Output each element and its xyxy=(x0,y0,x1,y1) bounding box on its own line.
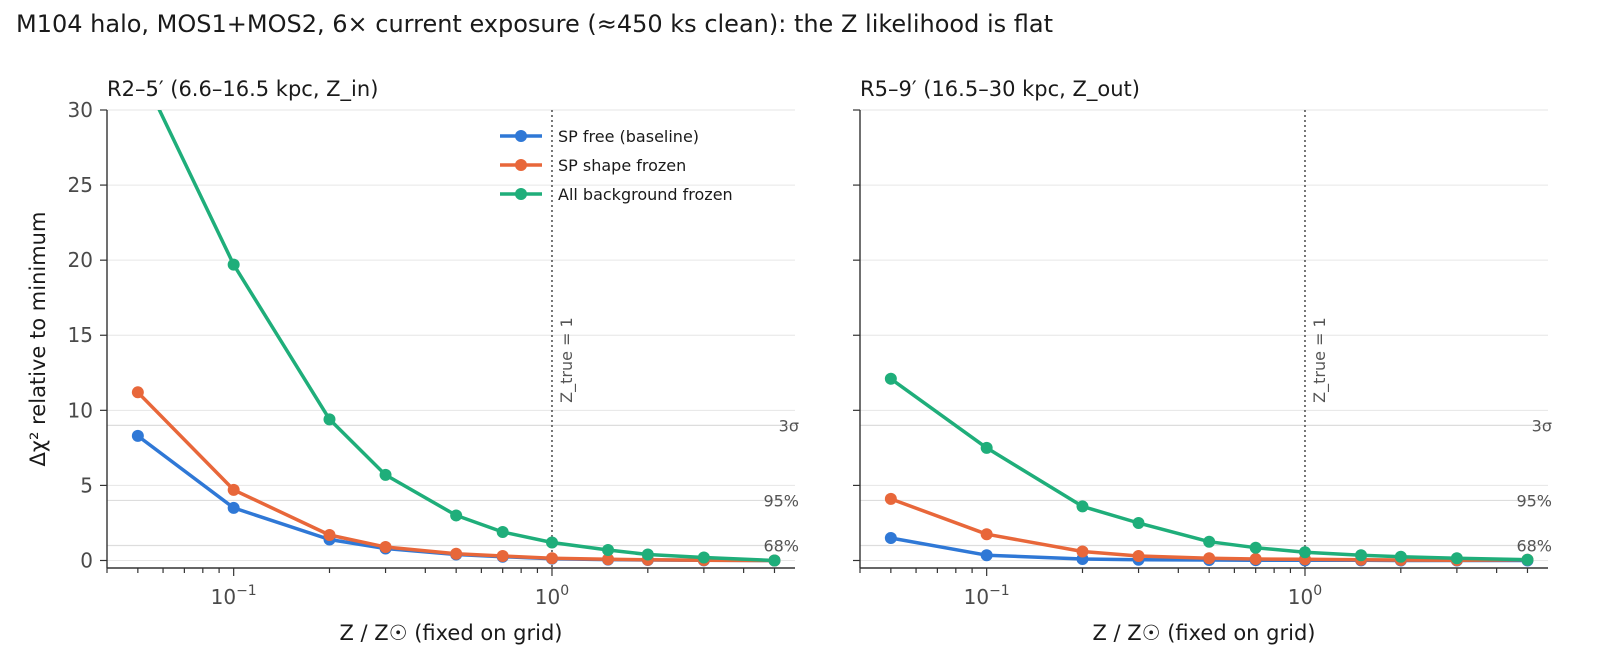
panel-2: 3σ 95% 68% Z_true = 1 10−1 100 R5–9′ (16.5–30 … xyxy=(853,77,1552,645)
data-point-all-bkg-frozen xyxy=(450,509,463,522)
legend-swatch-marker xyxy=(515,130,527,142)
z-true-label: Z_true = 1 xyxy=(557,317,577,403)
data-point-all-bkg-frozen xyxy=(884,372,897,385)
data-point-sp-shape-frozen xyxy=(496,549,509,562)
y-tick-label: 20 xyxy=(68,248,93,272)
data-point-sp-shape-frozen xyxy=(131,386,144,399)
data-point-sp-shape-frozen xyxy=(884,492,897,505)
data-point-all-bkg-frozen xyxy=(323,413,336,426)
data-point-all-bkg-frozen xyxy=(545,536,558,549)
data-point-sp-shape-frozen xyxy=(379,540,392,553)
series-line-sp-free xyxy=(136,434,775,563)
y-tick-label: 0 xyxy=(80,548,93,572)
y-tick-label: 10 xyxy=(68,398,93,422)
data-point-all-bkg-frozen xyxy=(1203,535,1216,548)
data-point-sp-free xyxy=(884,531,897,544)
data-point-all-bkg-frozen xyxy=(980,441,993,454)
data-point-sp-free xyxy=(227,501,240,514)
legend-swatch-marker xyxy=(515,159,527,171)
z-true-label: Z_true = 1 xyxy=(1310,317,1330,403)
x-axis-label: Z / Z☉ (fixed on grid) xyxy=(1093,621,1316,645)
data-point-sp-shape-frozen xyxy=(545,552,558,565)
y-axis-label: Δχ² relative to minimum xyxy=(26,212,50,467)
reference-label: 95% xyxy=(763,491,799,510)
data-point-all-bkg-frozen xyxy=(496,525,509,538)
series-line-sp-shape-frozen xyxy=(136,391,775,563)
panel-1: 3σ 95% 68% Z_true = 1 0 5 10 15 20 25 30 10−1 100 R2–… xyxy=(26,77,799,645)
data-point-sp-shape-frozen xyxy=(1076,545,1089,558)
reference-label: 68% xyxy=(763,536,799,555)
y-tick-label: 15 xyxy=(68,323,93,347)
data-point-sp-shape-frozen xyxy=(227,483,240,496)
legend: SP free (baseline) SP shape frozen All bac… xyxy=(500,127,733,204)
data-point-sp-shape-frozen xyxy=(980,528,993,541)
figure-title: M104 halo, MOS1+MOS2, 6× current exposur… xyxy=(16,10,1053,38)
y-tick-label: 5 xyxy=(80,473,93,497)
data-point-all-bkg-frozen xyxy=(1132,516,1145,529)
panel-title: R2–5′ (6.6–16.5 kpc, Z_in) xyxy=(107,77,378,102)
data-point-all-bkg-frozen xyxy=(1355,549,1368,562)
data-point-all-bkg-frozen xyxy=(697,551,710,564)
reference-label: 3σ xyxy=(1532,416,1552,435)
x-tick-label: 100 xyxy=(1288,583,1322,609)
data-point-sp-free xyxy=(131,429,144,442)
data-point-sp-shape-frozen xyxy=(1249,552,1262,565)
data-point-all-bkg-frozen xyxy=(1394,550,1407,563)
data-point-all-bkg-frozen xyxy=(227,258,240,271)
legend-label: SP free (baseline) xyxy=(558,127,699,146)
data-point-all-bkg-frozen xyxy=(602,543,615,556)
x-tick-label: 100 xyxy=(535,583,569,609)
data-point-all-bkg-frozen xyxy=(641,548,654,561)
data-point-sp-free xyxy=(980,549,993,562)
data-point-sp-shape-frozen xyxy=(1132,549,1145,562)
x-tick-label: 10−1 xyxy=(964,583,1010,609)
data-point-all-bkg-frozen xyxy=(1521,553,1534,566)
y-tick-label: 30 xyxy=(68,98,93,122)
reference-label: 68% xyxy=(1516,536,1552,555)
reference-label: 3σ xyxy=(779,416,799,435)
data-point-sp-shape-frozen xyxy=(1203,552,1216,565)
x-tick-label: 10−1 xyxy=(211,583,257,609)
data-point-all-bkg-frozen xyxy=(1249,541,1262,554)
legend-swatch-marker xyxy=(515,188,527,200)
data-point-all-bkg-frozen xyxy=(379,468,392,481)
data-point-all-bkg-frozen xyxy=(768,554,781,567)
data-point-sp-shape-frozen xyxy=(323,528,336,541)
data-point-all-bkg-frozen xyxy=(1076,500,1089,513)
legend-label: SP shape frozen xyxy=(558,156,686,175)
y-tick-label: 25 xyxy=(68,173,93,197)
panel-title: R5–9′ (16.5–30 kpc, Z_out) xyxy=(860,77,1140,102)
legend-label: All background frozen xyxy=(558,185,733,204)
data-point-all-bkg-frozen xyxy=(1298,546,1311,559)
data-point-all-bkg-frozen xyxy=(1450,552,1463,565)
reference-label: 95% xyxy=(1516,491,1552,510)
data-point-sp-shape-frozen xyxy=(602,553,615,566)
x-axis-label: Z / Z☉ (fixed on grid) xyxy=(340,621,563,645)
data-point-sp-shape-frozen xyxy=(450,547,463,560)
